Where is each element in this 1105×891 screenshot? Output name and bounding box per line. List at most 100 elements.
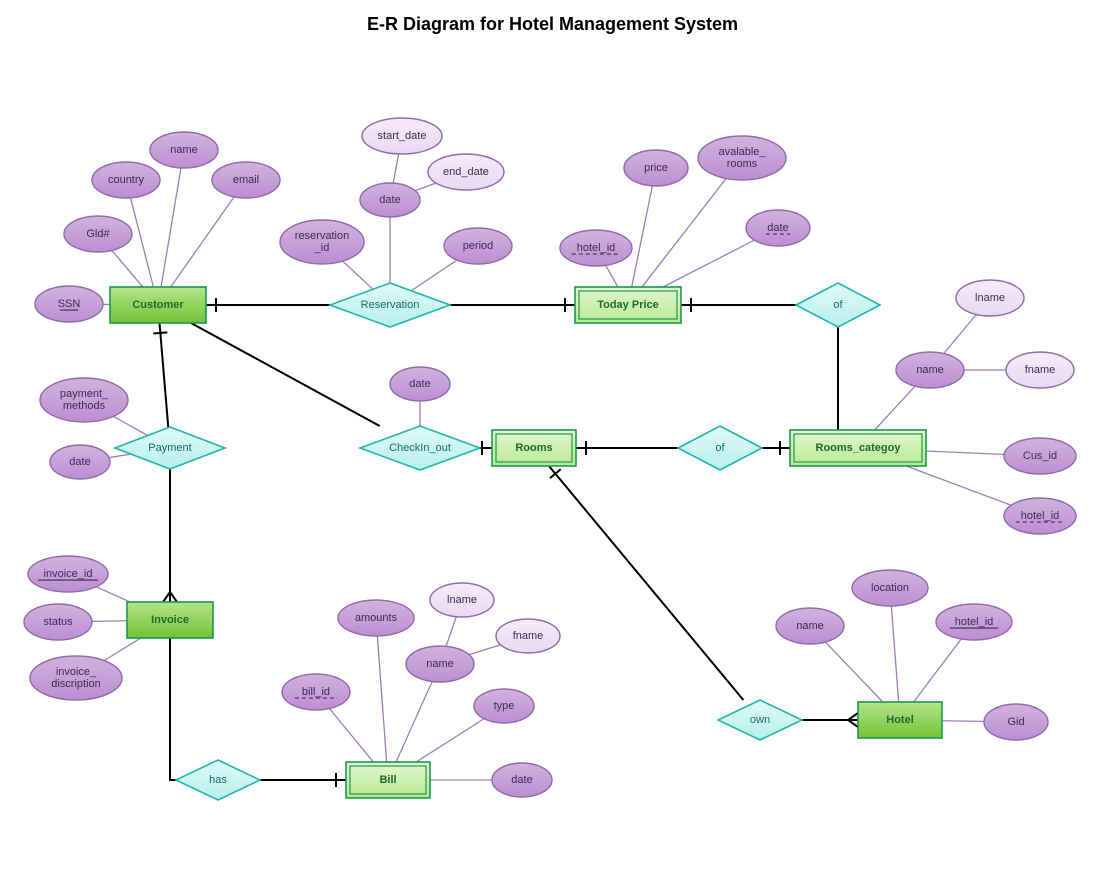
attr-label: payment_methods [60,388,109,412]
attribute-rc_fname: fname [1006,352,1074,388]
attribute-bill_lname: lname [430,583,494,617]
attr-label: country [108,174,145,186]
attribute-bill_type: type [474,689,534,723]
entity-today_price: Today Price [575,287,681,323]
attribute-inv_id: invoice_id [28,556,108,592]
relationship-label: Payment [148,442,191,454]
attr-label: type [494,700,515,712]
relationship-reservation: Reservation [330,283,450,327]
relationship-of_top: of [796,283,880,327]
relationship-label: Reservation [361,299,420,311]
attribute-h_hotelid: hotel_id [936,604,1012,640]
attr-label: location [871,582,909,594]
attribute-bill_id: bill_id [282,674,350,710]
entity-bill: Bill [346,762,430,798]
relationship-payment: Payment [115,427,225,469]
entity-label: Hotel [886,714,914,726]
nodes-layer: Customer Today Price Rooms Rooms_categoy Inv… [24,118,1076,800]
attr-label: price [644,162,668,174]
rel-edge [191,323,380,426]
attribute-inv_status: status [24,604,92,640]
attr-label: email [233,174,259,186]
relationship-label: has [209,774,227,786]
attribute-cio_date: date [390,367,450,401]
attribute-start_date: start_date [362,118,442,154]
attribute-res_period: period [444,228,512,264]
attribute-tp_avail: avalable_rooms [698,136,786,180]
attribute-bill_fname: fname [496,619,560,653]
attribute-bill_name: name [406,646,474,682]
attribute-cust_name: name [150,132,218,168]
attr-label: end_date [443,166,489,178]
attribute-pay_date: date [50,445,110,479]
relationship-of_mid: of [678,426,762,470]
attr-edge [890,588,900,720]
attribute-res_date: date [360,183,420,217]
entity-invoice: Invoice [127,602,213,638]
attribute-rc_hotelid: hotel_id [1004,498,1076,534]
attribute-tp_hotel_id: hotel_id [560,230,632,266]
er-diagram-canvas: E-R Diagram for Hotel Management System … [0,0,1105,891]
attribute-country: country [92,162,160,198]
attribute-end_date: end_date [428,154,504,190]
attribute-tp_price: price [624,150,688,186]
attr-edge [628,168,656,305]
attr-label: date [69,456,90,468]
entity-label: Customer [132,299,184,311]
attr-label: bill_id [302,686,330,698]
entity-rooms: Rooms [492,430,576,466]
attr-label: hotel_id [955,616,994,628]
attribute-res_id: reservation_id [280,220,364,264]
attribute-tp_date: date [746,210,810,246]
diagram-svg: Customer Today Price Rooms Rooms_categoy Inv… [0,0,1105,891]
attribute-h_gid: Gid [984,704,1048,740]
attr-label: hotel_id [1021,510,1060,522]
relationship-label: own [750,714,770,726]
attr-label: invoice_discription [51,666,101,690]
relationship-label: of [833,299,843,311]
rel-edge [160,323,169,427]
entity-label: Rooms_categoy [816,442,902,454]
attribute-bill_date: date [492,763,552,797]
entity-customer: Customer [110,287,206,323]
attr-label: name [796,620,824,632]
entity-label: Bill [379,774,396,786]
relationship-has: has [176,760,260,800]
attr-label: period [463,240,494,252]
entity-label: Rooms [515,442,552,454]
attr-label: date [511,774,532,786]
entity-hotel: Hotel [858,702,942,738]
attribute-h_name: name [776,608,844,644]
attr-label: fname [1025,364,1056,376]
rel-edge [549,466,743,700]
attr-label: name [426,658,454,670]
attr-label: lname [975,292,1005,304]
relationship-label: CheckIn_out [389,442,451,454]
attribute-ssn: SSN [35,286,103,322]
relationship-own: own [718,700,802,740]
attribute-rc_name: name [896,352,964,388]
relationship-checkin_out: CheckIn_out [360,426,480,470]
attribute-rc_lname: lname [956,280,1024,316]
entity-label: Invoice [151,614,189,626]
attr-label: date [409,378,430,390]
attr-label: Cus_id [1023,450,1057,462]
entity-label: Today Price [597,299,659,311]
attr-label: status [43,616,73,628]
attr-label: Gld# [86,228,110,240]
entity-rooms_category: Rooms_categoy [790,430,926,466]
attribute-inv_desc: invoice_discription [30,656,122,700]
attr-label: Gid [1007,716,1024,728]
attr-label: SSN [58,298,81,310]
relationship-label: of [715,442,725,454]
attr-label: invoice_id [44,568,93,580]
attribute-pay_methods: payment_methods [40,378,128,422]
attr-edge [376,618,388,780]
attr-label: fname [513,630,544,642]
attr-label: start_date [378,130,427,142]
attr-label: date [767,222,788,234]
attr-edge [158,150,184,305]
attr-label: name [916,364,944,376]
attr-label: hotel_id [577,242,616,254]
rel-edge [170,638,176,780]
